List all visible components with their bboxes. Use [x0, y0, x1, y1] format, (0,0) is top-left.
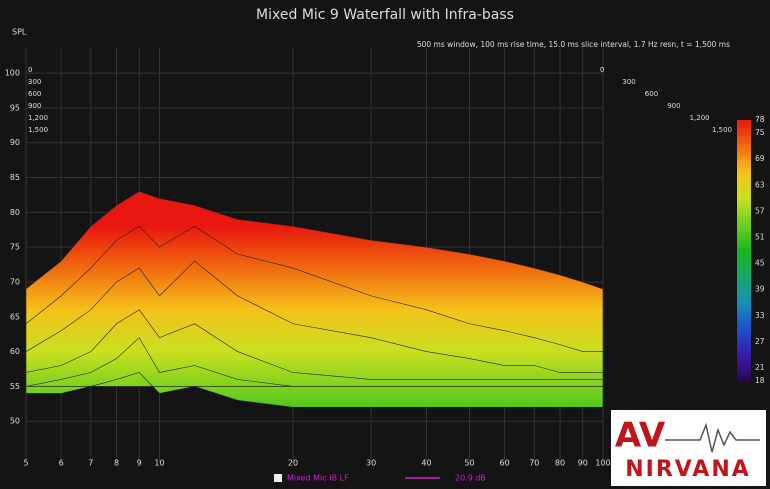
time-tick-mark [622, 79, 624, 81]
x-tick-label: 10 [154, 459, 164, 468]
time-tick-mark [600, 67, 601, 68]
colorscale-tick-label: 75 [755, 128, 765, 137]
logo-wave [665, 422, 760, 453]
time-tick-mark [689, 116, 691, 118]
logo: AV NIRVANA [611, 410, 766, 486]
legend-value: 20.9 dB [455, 474, 486, 483]
y-axis-label: SPL [12, 28, 27, 37]
colorscale-bar [737, 120, 751, 381]
x-tick-label: 80 [555, 459, 565, 468]
legend-name: Mixed Mic IB LF [287, 474, 349, 483]
x-tick-label: 5 [23, 459, 28, 468]
x-tick-label: 8 [114, 459, 119, 468]
logo-box [611, 410, 766, 486]
time-tick-label: 0 [28, 66, 32, 74]
x-tick-label: 30 [366, 459, 376, 468]
colorscale-tick-label: 27 [755, 337, 765, 346]
colorscale-tick-label: 18 [755, 376, 765, 385]
x-tick-label: 60 [500, 459, 510, 468]
colorscale-tick-label: 45 [755, 259, 765, 268]
time-tick-label: 1,200 [28, 114, 48, 122]
time-tick-label: 1,500 [712, 126, 732, 134]
chart-title: Mixed Mic 9 Waterfall with Infra-bass [256, 7, 514, 23]
slice-area [25, 309, 604, 387]
x-tick-label: 90 [578, 459, 588, 468]
logo-top: AV [615, 416, 666, 456]
colorscale-tick-label: 21 [755, 363, 765, 372]
slice-area [25, 372, 604, 408]
y-tick-label: 95 [10, 103, 20, 112]
y-tick-label: 75 [10, 243, 20, 252]
time-tick-label: 300 [28, 78, 41, 86]
time-tick-label: 300 [622, 78, 635, 86]
y-tick-label: 65 [10, 312, 20, 321]
colorscale-tick-label: 63 [755, 180, 765, 189]
y-tick-label: 85 [10, 173, 20, 182]
x-tick-label: 7 [88, 459, 93, 468]
colorscale-tick-label: 78 [755, 115, 765, 124]
y-tick-label: 50 [10, 417, 20, 426]
annotation: 500 ms window, 100 ms rise time, 15.0 ms… [417, 40, 730, 49]
y-tick-label: 80 [10, 208, 20, 217]
legend-checkbox[interactable] [274, 474, 282, 482]
y-tick-label: 70 [10, 277, 20, 286]
time-tick-label: 1,500 [28, 126, 48, 134]
y-tick-label: 55 [10, 382, 20, 391]
x-tick-label: 70 [529, 459, 539, 468]
x-tick-label: 6 [59, 459, 64, 468]
time-tick-mark [644, 91, 646, 93]
time-tick-label: 900 [667, 102, 680, 110]
colorscale-tick-label: 51 [755, 232, 765, 241]
time-tick-label: 900 [28, 102, 41, 110]
time-tick-mark [667, 104, 669, 106]
y-tick-label: 60 [10, 347, 20, 356]
colorscale-tick-label: 69 [755, 154, 765, 163]
x-tick-label: 100 [595, 459, 610, 468]
x-tick-label: 9 [137, 459, 142, 468]
time-tick-label: 600 [645, 90, 658, 98]
time-tick-label: 0 [600, 66, 604, 74]
time-tick-label: 1,200 [690, 114, 710, 122]
time-tick-label: 600 [28, 90, 41, 98]
colorscale-tick-label: 39 [755, 285, 765, 294]
y-tick-label: 90 [10, 138, 20, 147]
time-tick-mark [712, 129, 713, 130]
colorscale-tick-label: 33 [755, 311, 765, 320]
x-tick-label: 20 [288, 459, 298, 468]
x-tick-label: 50 [464, 459, 474, 468]
colorscale-tick-label: 57 [755, 206, 765, 215]
y-tick-label: 100 [5, 69, 20, 78]
x-tick-label: 40 [421, 459, 431, 468]
logo-bottom: NIRVANA [625, 457, 751, 482]
